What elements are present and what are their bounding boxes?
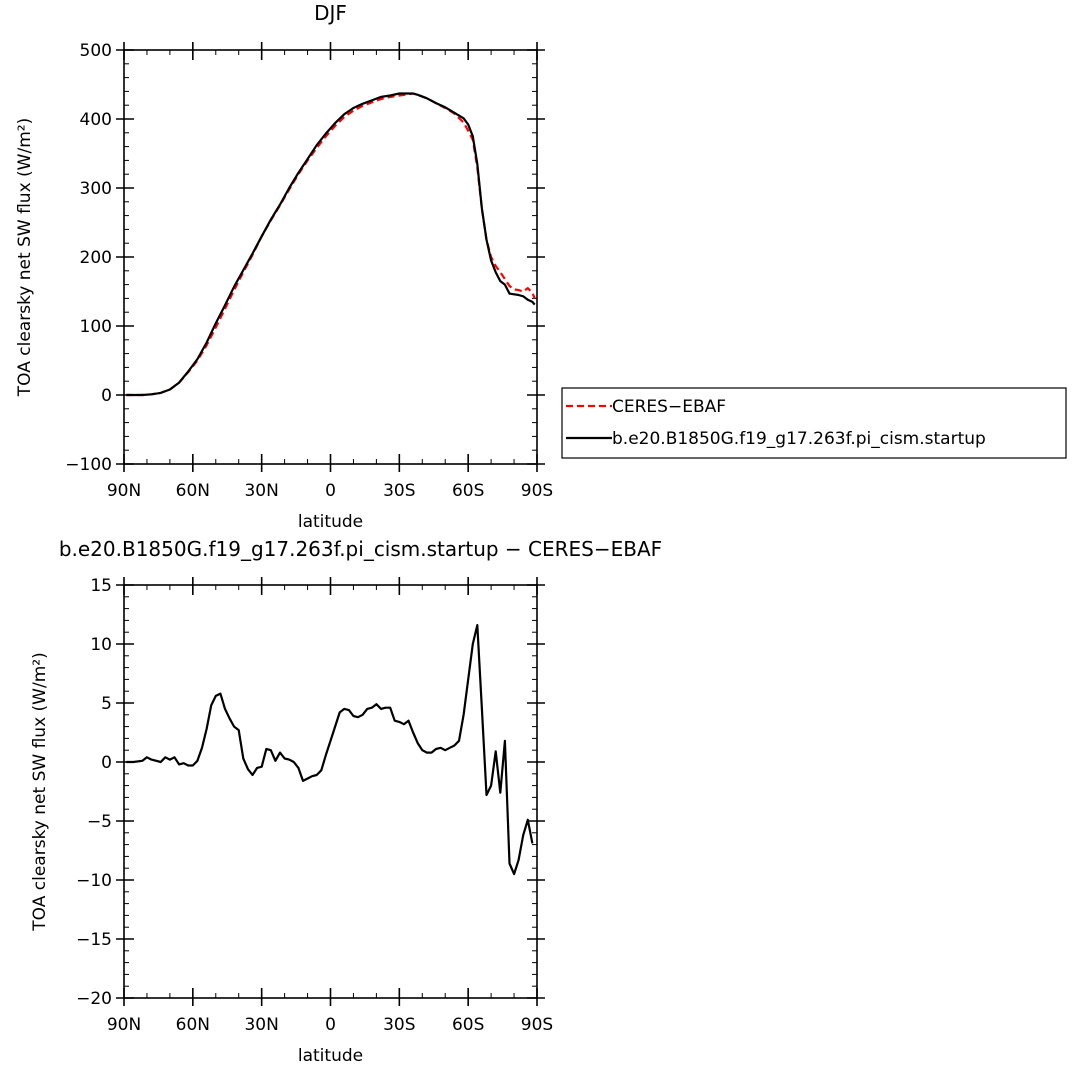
y-tick-label: 300 — [80, 179, 112, 199]
series-line-1 — [126, 92, 536, 397]
y-tick-label: 0 — [101, 386, 112, 406]
y-tick-label: 500 — [80, 41, 112, 61]
x-tick-label: 90N — [107, 1015, 141, 1035]
y-axis-label: TOA clearsky net SW flux (W/m²) — [30, 652, 50, 931]
x-tick-label: 0 — [325, 481, 336, 501]
x-tick-label: 60S — [452, 481, 484, 501]
x-tick-label: 60N — [176, 481, 210, 501]
x-tick-label: 0 — [325, 1015, 336, 1035]
y-tick-label: 0 — [101, 753, 112, 773]
x-tick-label: 90S — [521, 481, 553, 501]
x-tick-label: 60N — [176, 1015, 210, 1035]
legend-label: CERES−EBAF — [612, 397, 726, 417]
x-axis-label: latitude — [298, 512, 363, 532]
y-tick-label: 10 — [90, 635, 112, 655]
y-tick-label: −100 — [65, 455, 112, 475]
legend-box — [561, 387, 1067, 459]
x-tick-label: 90N — [107, 481, 141, 501]
y-tick-label: −5 — [87, 812, 112, 832]
y-axis-label: TOA clearsky net SW flux (W/m²) — [15, 118, 35, 397]
y-tick-label: −20 — [76, 989, 112, 1009]
x-tick-label: 30N — [244, 1015, 278, 1035]
y-tick-label: −15 — [76, 930, 112, 950]
chart-title: b.e20.B1850G.f19_g17.263f.pi_cism.startu… — [59, 537, 662, 561]
x-tick-label: 30S — [383, 481, 415, 501]
plot-frame — [123, 49, 538, 465]
y-tick-label: 100 — [80, 317, 112, 337]
legend-label: b.e20.B1850G.f19_g17.263f.pi_cism.startu… — [612, 429, 986, 449]
y-tick-label: 200 — [80, 248, 112, 268]
series-line-0 — [126, 92, 536, 397]
x-tick-label: 90S — [521, 1015, 553, 1035]
x-tick-label: 30N — [244, 481, 278, 501]
x-tick-label: 60S — [452, 1015, 484, 1035]
y-tick-label: 400 — [80, 110, 112, 130]
x-axis-label: latitude — [298, 1046, 363, 1066]
y-tick-label: 15 — [90, 576, 112, 596]
plot-frame — [123, 584, 538, 999]
x-tick-label: 30S — [383, 1015, 415, 1035]
y-tick-label: −10 — [76, 871, 112, 891]
series-line-0 — [126, 623, 534, 876]
y-tick-label: 5 — [101, 694, 112, 714]
chart-title: DJF — [314, 1, 347, 25]
